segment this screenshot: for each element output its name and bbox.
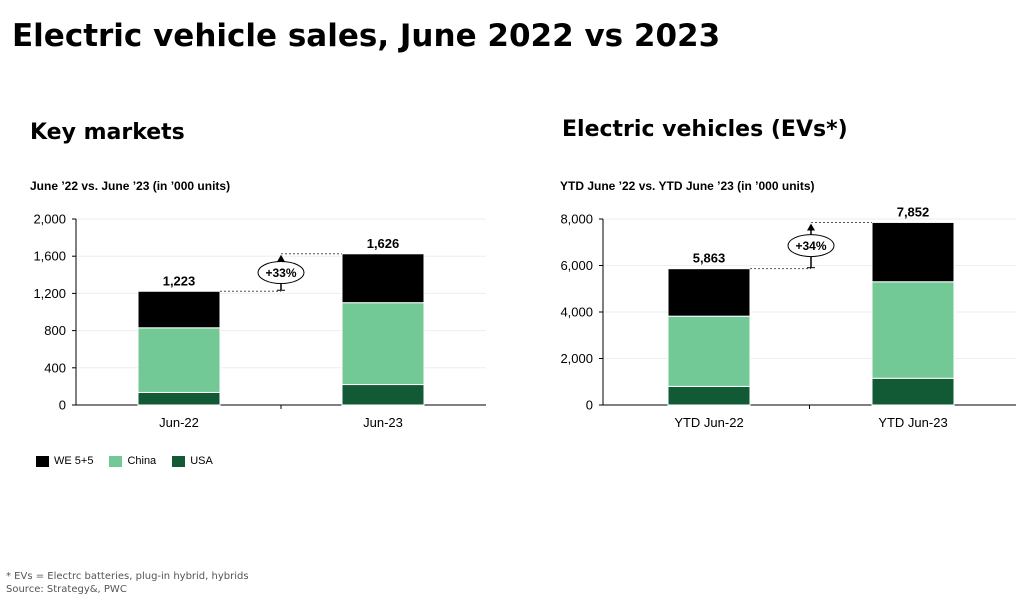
bar-china-1 <box>871 281 955 379</box>
chart-legend: WE 5+5 China USA <box>36 455 213 467</box>
growth-label: +34% <box>795 239 826 253</box>
x-category-label: Jun-22 <box>159 415 199 430</box>
growth-badge <box>257 261 305 285</box>
bar-usa-1 <box>871 377 955 406</box>
y-tick-label: 6,000 <box>560 258 593 273</box>
bar-china-1 <box>341 302 425 386</box>
y-tick-label: 2,000 <box>33 212 66 227</box>
growth-arrow-head <box>807 223 815 231</box>
y-tick-label: 1,600 <box>33 249 66 264</box>
y-tick-label: 1,200 <box>33 286 66 301</box>
legend-label-china: China <box>127 455 157 467</box>
bar-we-5-5-1 <box>341 253 425 304</box>
total-label: 5,863 <box>693 251 726 266</box>
total-label: 7,852 <box>897 204 930 219</box>
chart-right-electric-vehicles: 0 2,000 4,000 6,000 8,000 5,863 YTD Jun-22 7,85… <box>560 204 1016 430</box>
y-tick-label: 4,000 <box>560 305 593 320</box>
total-label: 1,223 <box>163 273 196 288</box>
x-category-label: YTD Jun-23 <box>878 415 947 430</box>
growth-badge <box>787 234 835 258</box>
y-tick-label: 800 <box>44 323 66 338</box>
legend-item-we: WE 5+5 <box>36 455 93 467</box>
growth-label: +33% <box>265 266 296 280</box>
y-tick-label: 0 <box>59 398 66 413</box>
chart-left-subtitle: June ’22 vs. June ’23 (in ’000 units) <box>30 179 231 193</box>
bar-usa-0 <box>667 385 751 406</box>
legend-label-we: WE 5+5 <box>54 455 94 467</box>
growth-arrow-head <box>277 254 285 262</box>
bar-we-5-5-0 <box>667 268 751 317</box>
chart-right-subtitle: YTD June ’22 vs. YTD June ’23 (in ’000 u… <box>560 179 815 193</box>
bar-usa-1 <box>341 384 425 406</box>
footnote: * EVs = Electrc batteries, plug-in hybri… <box>6 571 249 582</box>
total-label: 1,626 <box>367 236 400 251</box>
y-tick-label: 2,000 <box>560 351 593 366</box>
chart-left-key-markets: 0 400 800 1,200 1,600 2,000 1,223 Jun-22 1,626 Ju… <box>33 212 486 430</box>
x-category-label: YTD Jun-22 <box>674 415 743 430</box>
chart-right-title: Electric vehicles (EVs*) <box>562 117 848 142</box>
bar-usa-0 <box>137 391 221 406</box>
chart-left-title: Key markets <box>30 120 185 145</box>
bar-china-0 <box>137 327 221 393</box>
legend-swatch-we <box>36 455 49 467</box>
x-category-label: Jun-23 <box>363 415 403 430</box>
legend-item-china: China <box>109 455 156 467</box>
legend-label-usa: USA <box>190 455 213 467</box>
legend-item-usa: USA <box>172 455 213 467</box>
bar-we-5-5-0 <box>137 290 221 329</box>
bar-we-5-5-1 <box>871 221 955 283</box>
source-note: Source: Strategy&, PWC <box>6 584 127 595</box>
legend-swatch-china <box>109 455 123 467</box>
legend-swatch-usa <box>172 455 186 467</box>
y-tick-label: 0 <box>586 398 593 413</box>
page-title: Electric vehicle sales, June 2022 vs 202… <box>12 18 721 54</box>
y-tick-label: 400 <box>44 360 66 375</box>
bar-china-0 <box>667 315 751 387</box>
y-tick-label: 8,000 <box>560 212 593 227</box>
